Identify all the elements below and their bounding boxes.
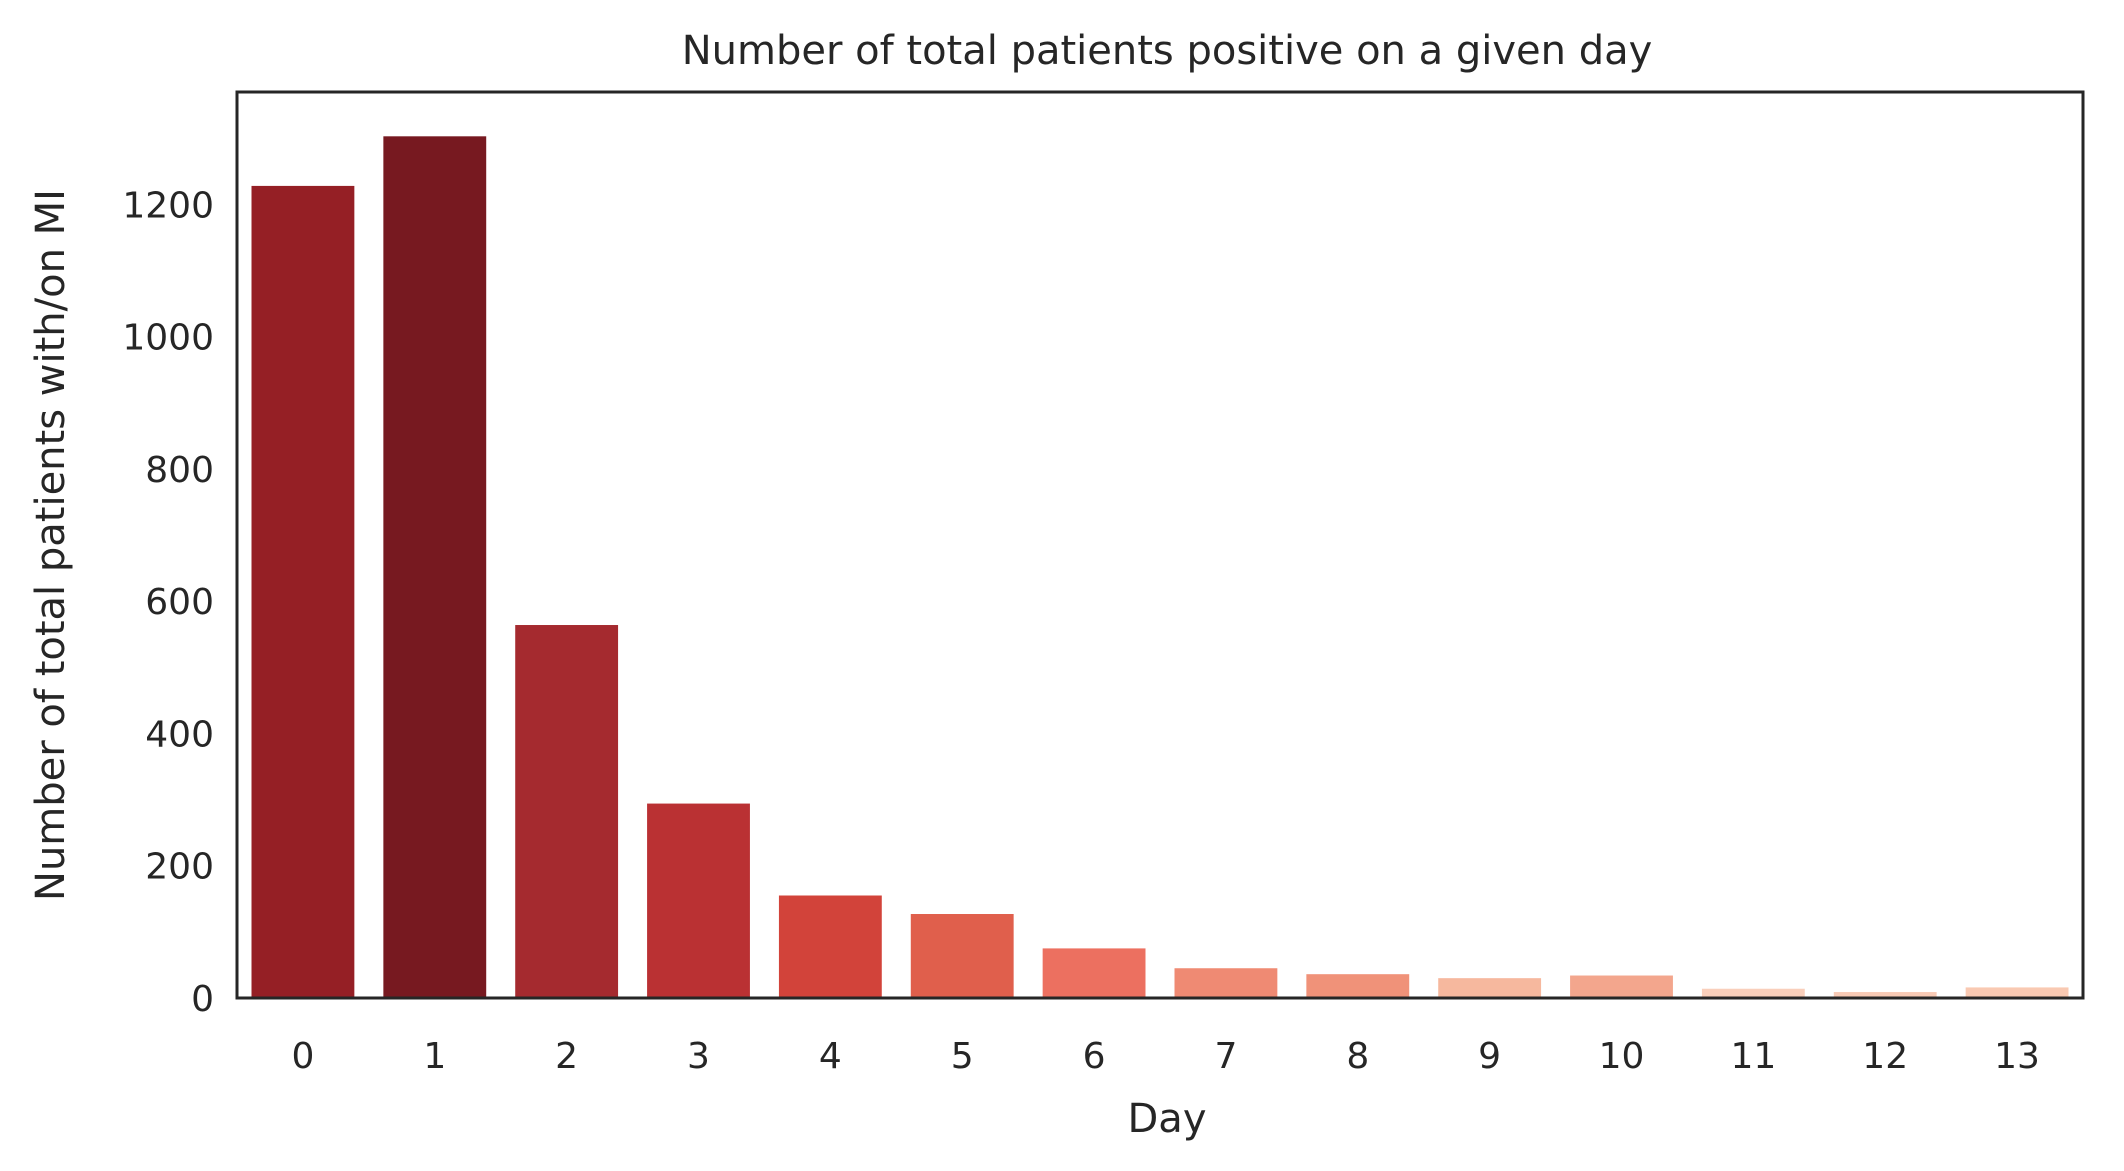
- bar-day-13: [1965, 987, 2069, 998]
- x-axis-label: Day: [1128, 1096, 1207, 1142]
- x-tick-label: 3: [687, 1036, 710, 1077]
- bar-day-8: [1306, 974, 1410, 998]
- bar-day-9: [1438, 978, 1542, 998]
- x-tick-label: 1: [423, 1036, 446, 1077]
- x-tick-label: 4: [819, 1036, 842, 1077]
- bars-group: [251, 136, 2069, 998]
- x-tick-label: 6: [1083, 1036, 1106, 1077]
- bar-day-3: [647, 803, 750, 998]
- x-tick-label: 11: [1730, 1036, 1776, 1077]
- y-tick-label: 0: [191, 979, 214, 1020]
- x-tick-label: 10: [1599, 1036, 1645, 1077]
- x-tick-label: 0: [291, 1036, 314, 1077]
- bar-day-4: [778, 895, 882, 998]
- bar-day-6: [1042, 948, 1146, 998]
- x-tick-label: 13: [1994, 1036, 2040, 1077]
- y-tick-label: 400: [145, 714, 214, 755]
- y-axis-label: Number of total patients with/on MI: [28, 189, 74, 901]
- bar-day-7: [1174, 968, 1278, 998]
- x-tick-label: 9: [1478, 1036, 1501, 1077]
- x-tick-label: 7: [1214, 1036, 1237, 1077]
- y-tick-label: 800: [145, 450, 214, 491]
- x-tick-label: 8: [1346, 1036, 1369, 1077]
- bar-day-2: [515, 625, 619, 998]
- bar-day-10: [1570, 975, 1673, 998]
- plot-frame: [235, 90, 2085, 1000]
- chart-title: Number of total patients positive on a g…: [682, 28, 1653, 74]
- y-tick-label: 1200: [122, 185, 214, 226]
- bar-day-11: [1701, 988, 1805, 998]
- y-tick-label: 1000: [122, 318, 214, 359]
- x-tick-label: 5: [951, 1036, 974, 1077]
- bar-day-5: [910, 914, 1014, 998]
- x-ticks-group: 0 1 2 3 4 5 6 7 8 9 10 11 12 13: [291, 1036, 2039, 1077]
- x-tick-label: 12: [1862, 1036, 1908, 1077]
- y-tick-label: 200: [145, 847, 214, 888]
- y-ticks-group: 0 200 400 600 800 1000 1200: [122, 185, 214, 1020]
- bar-day-1: [383, 136, 487, 998]
- y-tick-label: 600: [145, 582, 214, 623]
- bar-day-12: [1833, 992, 1937, 998]
- x-tick-label: 2: [555, 1036, 578, 1077]
- bar-day-0: [251, 185, 355, 998]
